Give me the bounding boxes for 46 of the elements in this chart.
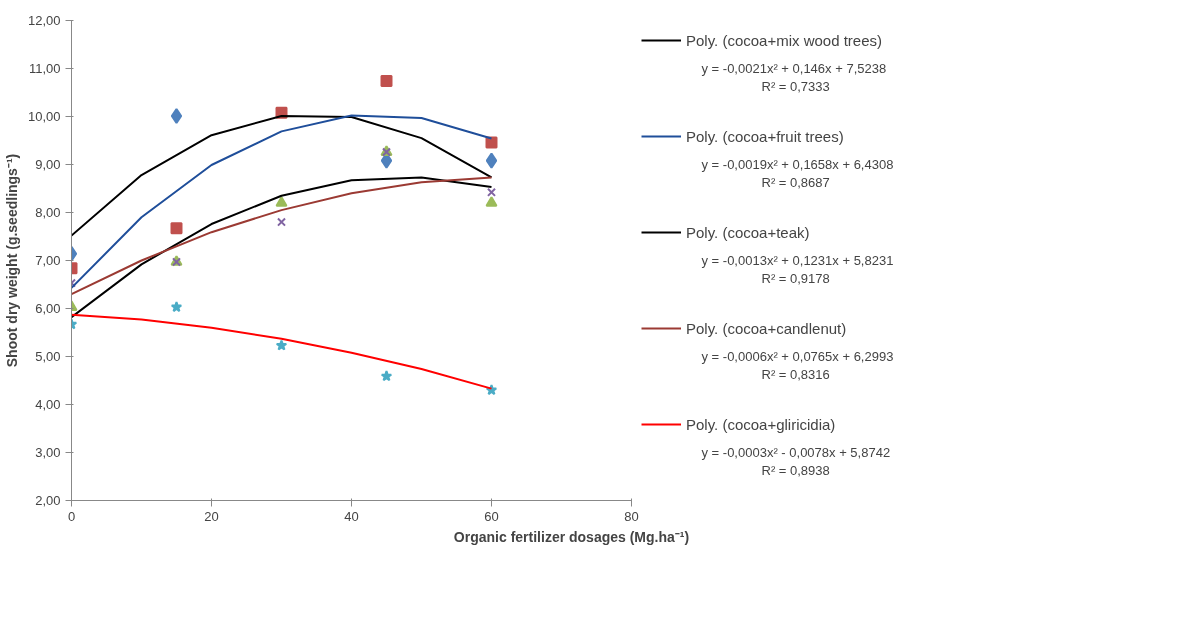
text: y = -0,0013x² + 0,1231x + 5,8231 xyxy=(701,252,894,268)
legend-label: Poly. (cocoa+fruit trees) xyxy=(686,126,844,146)
point xyxy=(275,196,288,207)
y-tick-label: 12,00 xyxy=(27,13,61,28)
x-axis-title: Organic fertilizer dosages (Mg.ha⁻¹) xyxy=(453,528,690,545)
text: y = -0,0019x² + 0,1658x + 6,4308 xyxy=(701,156,894,172)
y-axis-title: Shoot dry weight (g.seedlings⁻¹) xyxy=(3,153,20,368)
y-tick-label: 4,00 xyxy=(35,397,61,412)
point xyxy=(485,152,498,169)
point xyxy=(170,222,183,235)
point xyxy=(170,108,183,125)
x-tick-label: 80 xyxy=(624,508,639,524)
x-tick-label: 60 xyxy=(484,508,499,524)
point xyxy=(380,370,393,382)
y-tick-label: 6,00 xyxy=(35,301,61,316)
legend-label: Poly. (cocoa+gliricidia) xyxy=(686,414,836,434)
legend-label: Poly. (cocoa+teak) xyxy=(686,222,810,242)
text: R² = 0,7333 xyxy=(761,78,830,94)
x-tick-label: 0 xyxy=(67,508,76,524)
text: R² = 0,8687 xyxy=(761,174,830,190)
point xyxy=(485,196,498,207)
point xyxy=(486,187,497,197)
x-tick-label: 20 xyxy=(204,508,219,524)
text: y = -0,0021x² + 0,146x + 7,5238 xyxy=(701,60,887,76)
y-tick-label: 9,00 xyxy=(35,157,61,172)
y-tick-label: 11,00 xyxy=(28,61,61,76)
text: R² = 0,8316 xyxy=(761,366,830,382)
point xyxy=(170,301,183,313)
text: y = -0,0003x² - 0,0078x + 5,8742 xyxy=(701,444,891,460)
point xyxy=(380,74,393,87)
y-tick-label: 3,00 xyxy=(35,445,61,460)
y-tick-label: 5,00 xyxy=(35,349,61,364)
y-tick-label: 10,00 xyxy=(27,109,61,124)
point xyxy=(275,339,288,351)
y-tick-label: 2,00 xyxy=(35,493,61,508)
line-series xyxy=(71,176,493,296)
legend-label: Poly. (cocoa+candlenut) xyxy=(686,318,847,338)
legend-label: Poly. (cocoa+mix wood trees) xyxy=(686,30,883,50)
point xyxy=(485,136,498,149)
y-tick-label: 8,00 xyxy=(35,205,61,220)
point xyxy=(276,217,287,227)
text: y = -0,0006x² + 0,0765x + 6,2993 xyxy=(701,348,894,364)
text: R² = 0,9178 xyxy=(761,270,830,286)
text: R² = 0,8938 xyxy=(761,462,830,478)
x-tick-label: 40 xyxy=(344,508,359,524)
y-tick-label: 7,00 xyxy=(35,253,61,268)
